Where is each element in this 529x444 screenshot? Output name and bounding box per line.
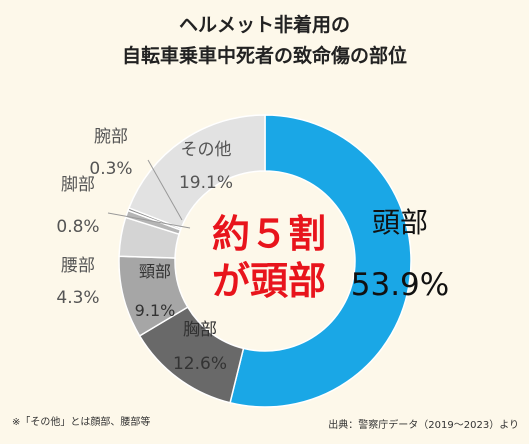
slice-6-name-label: 腕部 <box>94 127 128 147</box>
slice-1-value-label: 53.9% <box>351 267 449 303</box>
donut-slices <box>118 114 412 408</box>
callout-line-1: 約５割 <box>211 212 326 256</box>
title-line-1: ヘルメット非着用の <box>178 14 350 36</box>
source-note: 出典：警察庁データ（2019～2023）より <box>328 420 519 431</box>
slice-6-value-label: 0.3% <box>89 159 132 179</box>
slice-4-value-label: 4.3% <box>56 288 99 308</box>
title-line-2: 自転車乗車中死者の致命傷の部位 <box>121 45 407 67</box>
slice-5-leader-line <box>107 212 191 229</box>
slice-4-name-label: 腰部 <box>61 256 95 276</box>
callout-line-2: が頭部 <box>211 259 326 303</box>
slice-3-value-label: 9.1% <box>135 301 176 320</box>
slice-labels: 頭部 53.9% 胸部 12.6% 頸部 9.1% 腰部 4.3% 脚部 0.8% 腕部 0.3% その… <box>56 127 449 374</box>
slice-7-arc <box>128 114 266 230</box>
slice-1-arc <box>229 114 412 408</box>
slice-2-name-label: 胸部 <box>183 320 217 340</box>
slice-5-name-label: 脚部 <box>61 175 95 195</box>
slice-3-name-label: 頸部 <box>139 262 171 281</box>
headline-callout: 約５割 が頭部 <box>198 211 340 305</box>
slice-1-name-label: 頭部 <box>372 206 428 239</box>
slice-6-leader-line <box>147 159 183 221</box>
slice-5-value-label: 0.8% <box>56 217 99 237</box>
slice-7-value-label: 19.1% <box>179 173 233 193</box>
chart-title: ヘルメット非着用の 自転車乗車中死者の致命傷の部位 <box>0 10 529 72</box>
slice-2-value-label: 12.6% <box>173 354 227 374</box>
footnote: ※「その他」とは顔部、腰部等 <box>12 417 151 428</box>
slice-7-name-label: その他 <box>181 140 232 160</box>
leader-lines <box>107 159 191 229</box>
